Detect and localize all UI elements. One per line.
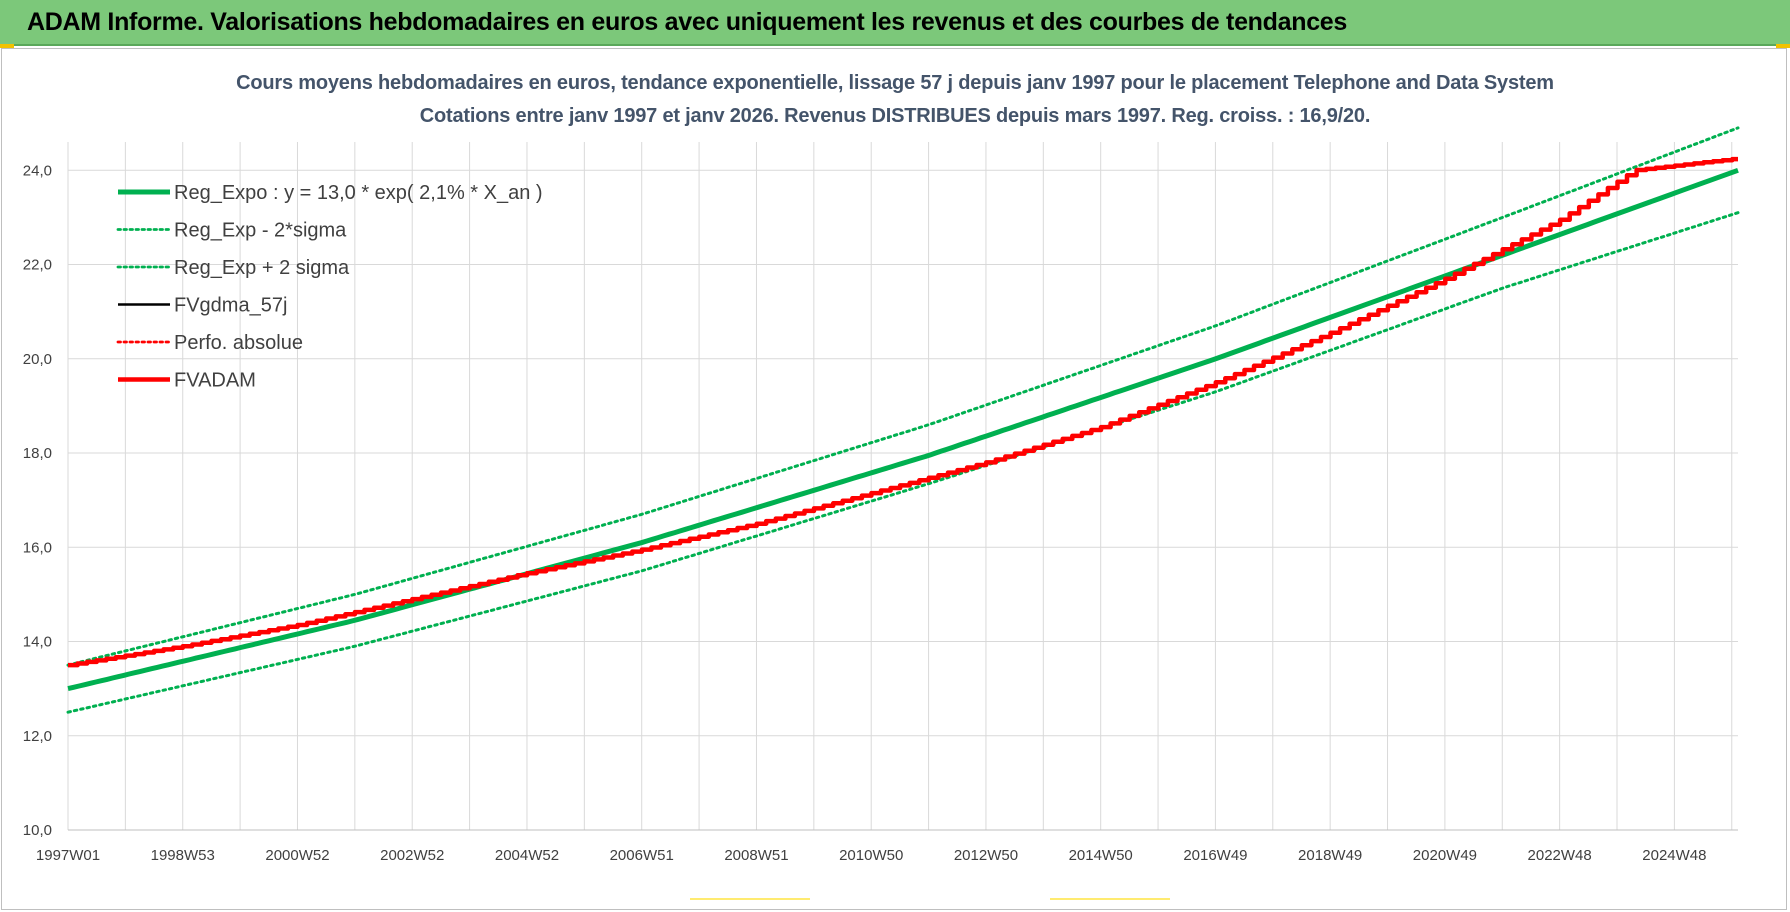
- x-tick-label: 2020W49: [1413, 847, 1477, 864]
- y-tick-label: 22,0: [23, 257, 52, 274]
- x-tick-label: 2010W50: [839, 847, 903, 864]
- x-tick-label: 2000W52: [265, 847, 329, 864]
- x-tick-label: 2004W52: [495, 847, 559, 864]
- series-line-5: [68, 156, 1738, 668]
- y-tick-label: 18,0: [23, 445, 52, 462]
- chart-title-line-2: Cotations entre janv 1997 et janv 2026. …: [419, 105, 1371, 127]
- x-tick-label: 2022W48: [1528, 847, 1592, 864]
- x-tick-label: 2002W52: [380, 847, 444, 864]
- x-tick-label: 2014W50: [1069, 847, 1133, 864]
- title-banner: ADAM Informe. Valorisations hebdomadaire…: [0, 0, 1790, 46]
- bottom-mark-1: [690, 898, 810, 900]
- legend-label: Reg_Expo : y = 13,0 * exp( 2,1% * X_an ): [174, 182, 543, 204]
- series-line-1: [66, 211, 1740, 714]
- y-axis-ticks: 10,0 12,0 14,0 16,0 18,0 20,0 22,0 24,0: [23, 162, 52, 839]
- y-tick-label: 16,0: [23, 539, 52, 556]
- x-axis-ticks: 1997W01 1998W53 2000W52 2002W52 2004W52 2006W…: [36, 829, 1738, 864]
- x-tick-label: 1998W53: [151, 847, 215, 864]
- bottom-mark-2: [1050, 898, 1170, 900]
- y-tick-label: 10,0: [23, 822, 52, 839]
- legend-label: FVADAM: [174, 370, 256, 392]
- series-line-2: [66, 126, 1740, 667]
- x-tick-label: 1997W01: [36, 847, 100, 864]
- legend-label: Perfo. absolue: [174, 332, 303, 354]
- y-tick-label: 12,0: [23, 728, 52, 745]
- legend-label: Reg_Exp - 2*sigma: [174, 220, 347, 242]
- x-tick-label: 2008W51: [724, 847, 788, 864]
- report-title: ADAM Informe. Valorisations hebdomadaire…: [27, 8, 1348, 36]
- legend-label: FVgdma_57j: [174, 295, 287, 317]
- x-tick-label: 2024W48: [1642, 847, 1706, 864]
- corner-mark-right: [1776, 44, 1790, 48]
- corner-mark-left: [0, 44, 14, 48]
- y-tick-label: 14,0: [23, 634, 52, 651]
- legend-label: Reg_Exp + 2 sigma: [174, 257, 350, 279]
- series-lines: [66, 126, 1740, 714]
- series-line-0: [67, 167, 1739, 692]
- x-tick-label: 2018W49: [1298, 847, 1362, 864]
- y-tick-label: 24,0: [23, 162, 52, 179]
- x-tick-label: 2006W51: [610, 847, 674, 864]
- y-tick-label: 20,0: [23, 351, 52, 368]
- chart-frame: [1, 48, 1787, 910]
- x-tick-label: 2012W50: [954, 847, 1018, 864]
- chart-title-line-1: Cours moyens hebdomadaires en euros, ten…: [236, 72, 1554, 94]
- x-tick-label: 2016W49: [1183, 847, 1247, 864]
- legend: Reg_Expo : y = 13,0 * exp( 2,1% * X_an )…: [116, 182, 543, 392]
